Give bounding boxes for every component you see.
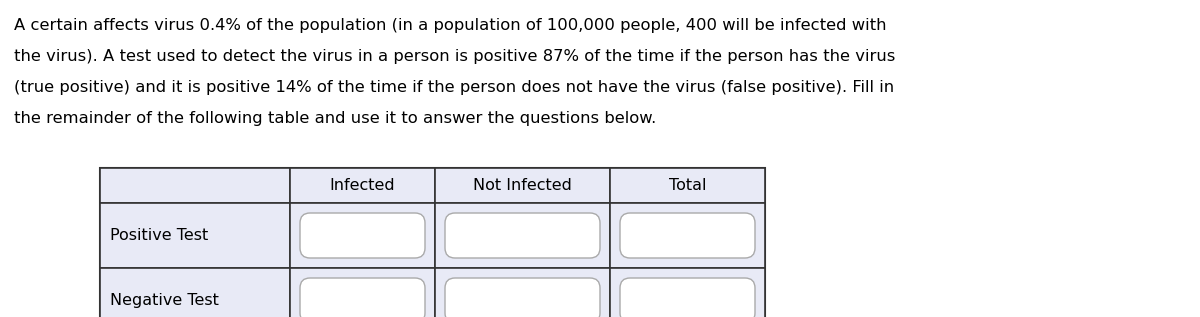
Bar — [290, 268, 436, 317]
FancyBboxPatch shape — [620, 213, 755, 258]
Bar — [290, 168, 436, 203]
FancyBboxPatch shape — [445, 278, 600, 317]
Text: Total: Total — [668, 178, 707, 193]
Bar — [436, 203, 610, 268]
Text: the remainder of the following table and use it to answer the questions below.: the remainder of the following table and… — [14, 111, 656, 126]
Bar — [100, 168, 290, 203]
Text: (true positive) and it is positive 14% of the time if the person does not have t: (true positive) and it is positive 14% o… — [14, 80, 894, 95]
Bar — [610, 203, 766, 268]
Bar — [610, 168, 766, 203]
Bar — [436, 268, 610, 317]
Text: Positive Test: Positive Test — [110, 228, 209, 243]
FancyBboxPatch shape — [300, 278, 425, 317]
Text: the virus). A test used to detect the virus in a person is positive 87% of the t: the virus). A test used to detect the vi… — [14, 49, 895, 64]
Text: Not Infected: Not Infected — [473, 178, 572, 193]
Bar — [100, 203, 290, 268]
Bar — [610, 268, 766, 317]
Bar — [100, 268, 290, 317]
Text: Negative Test: Negative Test — [110, 293, 218, 308]
FancyBboxPatch shape — [445, 213, 600, 258]
Text: A certain affects virus 0.4% of the population (in a population of 100,000 peopl: A certain affects virus 0.4% of the popu… — [14, 18, 887, 33]
FancyBboxPatch shape — [620, 278, 755, 317]
Bar — [436, 168, 610, 203]
Text: Infected: Infected — [330, 178, 395, 193]
Bar — [290, 203, 436, 268]
Bar — [100, 168, 766, 317]
FancyBboxPatch shape — [300, 213, 425, 258]
